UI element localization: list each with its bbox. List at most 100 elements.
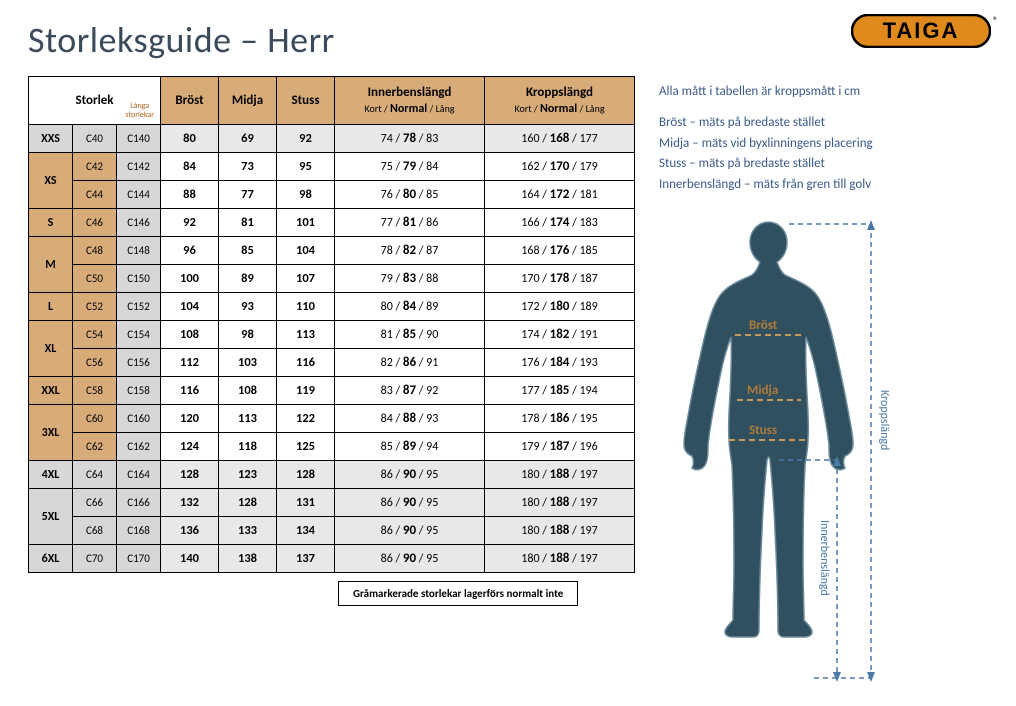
table-row: 5XLC66C16613212813186 / 90 / 95180 / 188…	[29, 489, 635, 517]
c-size-cell: C44	[73, 181, 117, 209]
kropps-cell: 174 / 182 / 191	[485, 321, 635, 349]
header-kropps-sub: Kort / Normal / Lång	[489, 102, 630, 116]
long-size-cell: C148	[117, 237, 161, 265]
c-size-cell: C60	[73, 405, 117, 433]
info-line: Midja – mäts vid byxlinningens placering	[659, 134, 994, 155]
size-cell: XXL	[29, 377, 73, 405]
table-row: C44C14488779876 / 80 / 85164 / 172 / 181	[29, 181, 635, 209]
measurement-cell: 96	[161, 237, 219, 265]
measurement-cell: 132	[161, 489, 219, 517]
innerben-cell: 80 / 84 / 89	[335, 293, 485, 321]
c-size-cell: C70	[73, 545, 117, 573]
table-row: C68C16813613313486 / 90 / 95180 / 188 / …	[29, 517, 635, 545]
table-row: C50C1501008910779 / 83 / 88170 / 178 / 1…	[29, 265, 635, 293]
long-size-cell: C146	[117, 209, 161, 237]
measurement-cell: 89	[219, 265, 277, 293]
header-kropps: Kroppslängd Kort / Normal / Lång	[485, 77, 635, 125]
measurement-cell: 123	[219, 461, 277, 489]
measurement-cell: 104	[161, 293, 219, 321]
measurement-cell: 95	[277, 153, 335, 181]
long-size-cell: C166	[117, 489, 161, 517]
innerben-cell: 76 / 80 / 85	[335, 181, 485, 209]
long-size-cell: C164	[117, 461, 161, 489]
table-row: XLC54C1541089811381 / 85 / 90174 / 182 /…	[29, 321, 635, 349]
header-stuss: Stuss	[277, 77, 335, 125]
kropps-cell: 176 / 184 / 193	[485, 349, 635, 377]
innerben-cell: 77 / 81 / 86	[335, 209, 485, 237]
measurement-cell: 85	[219, 237, 277, 265]
info-line: Alla mått i tabellen är kroppsmått i cm	[659, 82, 994, 103]
long-size-cell: C170	[117, 545, 161, 573]
table-row: XSC42C14284739575 / 79 / 84162 / 170 / 1…	[29, 153, 635, 181]
info-line: Innerbenslängd – mäts från gren till gol…	[659, 175, 994, 196]
measurement-cell: 122	[277, 405, 335, 433]
kropps-cell: 178 / 186 / 195	[485, 405, 635, 433]
c-size-cell: C68	[73, 517, 117, 545]
kropps-cell: 168 / 176 / 185	[485, 237, 635, 265]
measurement-cell: 128	[161, 461, 219, 489]
measurement-cell: 140	[161, 545, 219, 573]
measurement-cell: 112	[161, 349, 219, 377]
header-midja: Midja	[219, 77, 277, 125]
measurement-cell: 69	[219, 125, 277, 153]
c-size-cell: C62	[73, 433, 117, 461]
kropps-cell: 160 / 168 / 177	[485, 125, 635, 153]
long-size-cell: C144	[117, 181, 161, 209]
innerben-cell: 79 / 83 / 88	[335, 265, 485, 293]
innerben-cell: 83 / 87 / 92	[335, 377, 485, 405]
innerben-cell: 78 / 82 / 87	[335, 237, 485, 265]
measurement-cell: 98	[219, 321, 277, 349]
long-size-cell: C158	[117, 377, 161, 405]
c-size-cell: C48	[73, 237, 117, 265]
innerben-cell: 86 / 90 / 95	[335, 517, 485, 545]
measurement-cell: 133	[219, 517, 277, 545]
size-cell: S	[29, 209, 73, 237]
table-row: XXLC58C15811610811983 / 87 / 92177 / 185…	[29, 377, 635, 405]
measurement-cell: 128	[219, 489, 277, 517]
measurement-cell: 138	[219, 545, 277, 573]
measurement-cell: 80	[161, 125, 219, 153]
innerben-cell: 81 / 85 / 90	[335, 321, 485, 349]
long-size-cell: C160	[117, 405, 161, 433]
body-figure: Bröst Midja Stuss Kroppslängd Innerbensl…	[659, 210, 899, 690]
kropps-cell: 180 / 188 / 197	[485, 489, 635, 517]
measurement-cell: 124	[161, 433, 219, 461]
header-kropps-label: Kroppslängd	[526, 85, 593, 100]
measurement-cell: 88	[161, 181, 219, 209]
innerben-cell: 84 / 88 / 93	[335, 405, 485, 433]
measurement-cell: 110	[277, 293, 335, 321]
kropps-cell: 162 / 170 / 179	[485, 153, 635, 181]
logo: TAIGA	[851, 14, 991, 53]
measurement-cell: 103	[219, 349, 277, 377]
table-row: MC48C148968510478 / 82 / 87168 / 176 / 1…	[29, 237, 635, 265]
c-size-cell: C66	[73, 489, 117, 517]
measurement-cell: 118	[219, 433, 277, 461]
size-table: Storlek Långastorlekar Bröst Midja Stuss…	[28, 76, 635, 573]
header-storlek-label: Storlek	[75, 93, 113, 108]
table-row: C56C15611210311682 / 86 / 91176 / 184 / …	[29, 349, 635, 377]
size-cell: M	[29, 237, 73, 293]
c-size-cell: C58	[73, 377, 117, 405]
measurement-cell: 84	[161, 153, 219, 181]
measurement-cell: 128	[277, 461, 335, 489]
table-row: 3XLC60C16012011312284 / 88 / 93178 / 186…	[29, 405, 635, 433]
size-cell: XS	[29, 153, 73, 209]
long-size-cell: C142	[117, 153, 161, 181]
table-container: Storlek Långastorlekar Bröst Midja Stuss…	[28, 76, 635, 690]
innerben-cell: 82 / 86 / 91	[335, 349, 485, 377]
info-line: Bröst – mäts på bredaste stället	[659, 113, 994, 134]
size-cell: 5XL	[29, 489, 73, 545]
innerben-cell: 86 / 90 / 95	[335, 461, 485, 489]
measurement-cell: 107	[277, 265, 335, 293]
kropps-cell: 164 / 172 / 181	[485, 181, 635, 209]
c-size-cell: C56	[73, 349, 117, 377]
c-size-cell: C50	[73, 265, 117, 293]
kropps-cell: 179 / 187 / 196	[485, 433, 635, 461]
header-langa-label: Långastorlekar	[125, 102, 154, 120]
measurement-cell: 116	[277, 349, 335, 377]
measurement-cell: 134	[277, 517, 335, 545]
measurement-cell: 81	[219, 209, 277, 237]
info-panel: Alla mått i tabellen är kroppsmått i cm …	[659, 76, 994, 690]
innerben-cell: 86 / 90 / 95	[335, 489, 485, 517]
long-size-cell: C168	[117, 517, 161, 545]
